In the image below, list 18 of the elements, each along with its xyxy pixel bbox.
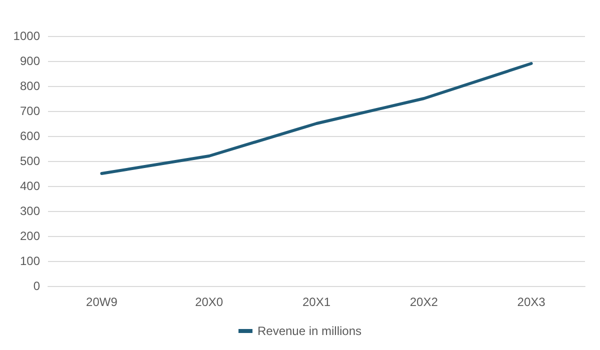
y-tick-label: 400 [20, 179, 40, 193]
y-tick-label: 900 [20, 54, 40, 68]
x-tick-label: 20X3 [517, 295, 546, 309]
x-tick-label: 20X0 [195, 295, 224, 309]
legend-label: Revenue in millions [257, 324, 362, 338]
y-tick-label: 800 [20, 79, 40, 93]
y-tick-label: 200 [20, 229, 40, 243]
y-tick-label: 100 [20, 254, 40, 268]
y-tick-label: 1000 [13, 29, 40, 43]
x-tick-label: 20W9 [86, 295, 118, 309]
y-tick-label: 600 [20, 129, 40, 143]
y-tick-label: 300 [20, 204, 40, 218]
x-tick-label: 20X2 [410, 295, 438, 309]
line-series [100, 62, 533, 175]
y-tick-label: 700 [20, 104, 40, 118]
y-tick-label: 500 [20, 154, 40, 168]
x-tick-label: 20X1 [302, 295, 331, 309]
y-tick-label: 0 [33, 279, 40, 293]
